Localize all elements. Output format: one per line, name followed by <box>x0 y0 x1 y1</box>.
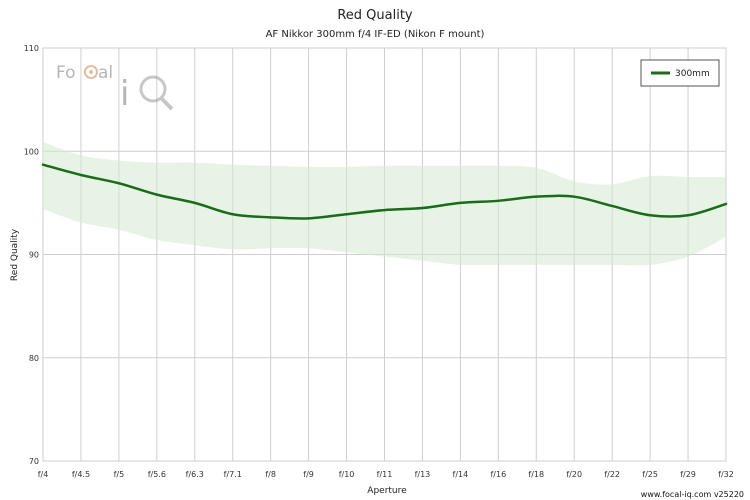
legend-label: 300mm <box>675 69 710 79</box>
y-tick-labels: 70 80 90 100 110 <box>24 44 39 466</box>
x-tick-label: f/13 <box>415 470 431 479</box>
series-point <box>383 209 386 211</box>
x-tick-label: f/22 <box>604 470 620 479</box>
series-point <box>193 202 196 204</box>
x-tick-label: f/20 <box>566 470 582 479</box>
series-error-band <box>43 141 726 266</box>
y-tick-label: 100 <box>24 147 39 156</box>
series-point <box>118 182 120 185</box>
legend: 300mm <box>640 59 720 87</box>
y-tick-label: 90 <box>29 251 39 260</box>
logo-al-text: al <box>98 63 113 83</box>
series-point <box>42 163 44 166</box>
x-axis-label: Aperture <box>367 486 407 496</box>
y-tick-label: 70 <box>29 457 39 466</box>
series-point <box>459 202 462 204</box>
chart-subtitle: AF Nikkor 300mm f/4 IF-ED (Nikon F mount… <box>266 29 485 40</box>
series-line-group <box>41 163 728 220</box>
x-tick-label: f/25 <box>642 470 658 479</box>
series-point <box>535 195 538 198</box>
logo-target-dot <box>89 70 93 74</box>
x-tick-label: f/4 <box>38 470 49 479</box>
x-tick-label: f/6.3 <box>186 470 204 479</box>
series-point <box>421 207 424 209</box>
x-tick-label: f/11 <box>377 470 393 479</box>
x-tick-label: f/14 <box>453 470 469 479</box>
series-point <box>80 174 82 176</box>
x-tick-label: f/5 <box>114 470 125 479</box>
x-tick-label: f/9 <box>303 470 314 479</box>
series-point <box>345 213 348 216</box>
x-tick-label: f/7.1 <box>224 470 242 479</box>
y-tick-label: 110 <box>24 44 39 53</box>
series-point <box>497 200 500 202</box>
x-tick-label: f/16 <box>490 470 506 479</box>
logo-magnifier-icon <box>139 75 167 103</box>
series-point <box>573 195 576 198</box>
x-tick-label: f/8 <box>265 470 276 479</box>
series-point <box>307 217 310 220</box>
series-point <box>156 193 158 196</box>
series-point <box>231 213 234 216</box>
x-tick-labels: f/4 f/4.5 f/5 f/5.6 f/6.3 f/7.1 f/8 f/9 f/10 f/11… <box>38 470 734 479</box>
logo-magnifier-handle <box>159 96 174 111</box>
logo-target-icon <box>84 65 98 79</box>
logo-focal-text: Fo <box>56 63 76 83</box>
series-point <box>725 203 727 205</box>
focal-iq-logo: Fo al i <box>56 63 174 114</box>
series-point <box>269 216 272 219</box>
x-tick-label: f/29 <box>680 470 696 479</box>
y-tick-label: 80 <box>29 354 39 363</box>
x-tick-label: f/5.6 <box>148 470 166 479</box>
series-point <box>687 214 689 217</box>
x-tick-label: f/4.5 <box>72 470 90 479</box>
chart-title: Red Quality <box>337 8 413 23</box>
x-tick-label: f/32 <box>718 470 734 479</box>
series-point <box>649 214 651 217</box>
y-axis-label: Red Quality <box>10 228 20 281</box>
footer-credit: www.focal-iq.com v25220 <box>641 490 744 499</box>
logo-i-text: i <box>120 74 129 114</box>
series-point <box>611 205 613 207</box>
x-tick-label: f/18 <box>528 470 544 479</box>
error-band-group <box>43 141 726 266</box>
x-tick-label: f/10 <box>339 470 355 479</box>
